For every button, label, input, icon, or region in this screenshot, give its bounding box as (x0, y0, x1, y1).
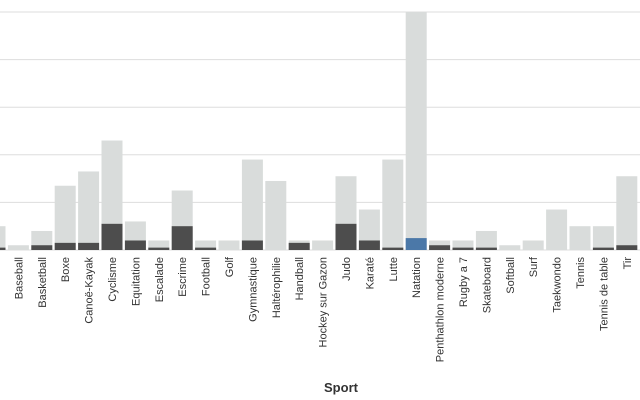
bar-subset (358, 240, 380, 250)
bar-subset (616, 245, 638, 250)
x-tick-label: Tennis (575, 257, 587, 289)
bar-total (592, 226, 614, 250)
bar-total (358, 209, 380, 250)
x-tick-label: Baseball (13, 257, 25, 299)
x-tick-label: Boxe (60, 257, 72, 282)
subset-bars (0, 223, 638, 250)
x-tick-label: Football (201, 257, 213, 296)
bar-total (499, 245, 521, 250)
bar-subset (452, 247, 474, 250)
bar-total (405, 12, 427, 250)
bar-total (195, 240, 217, 250)
bar-subset (0, 247, 6, 250)
x-tick-label: Golf (224, 256, 236, 277)
bar-subset (288, 242, 310, 250)
x-tick-label: Natation (411, 257, 423, 298)
bar-total (452, 240, 474, 250)
bar-subset (54, 242, 76, 250)
bar-total (241, 159, 263, 250)
bar-subset (382, 247, 404, 250)
x-tick-labels: Baseball Basketball Boxe Canoë-Kayak Cyclism… (13, 256, 633, 362)
bar-subset (241, 240, 263, 250)
bar-total (265, 180, 287, 250)
bar-total (522, 240, 544, 250)
x-tick-label: Karaté (364, 257, 376, 289)
x-tick-label: Haltérophilie (271, 257, 283, 318)
x-tick-label: Softball (505, 257, 517, 294)
bar-total (616, 176, 638, 250)
x-tick-label: Handball (294, 257, 306, 300)
bar-subset (31, 245, 53, 250)
bar-total (0, 226, 6, 250)
bar-subset (171, 226, 193, 250)
x-tick-label: Canoë-Kayak (84, 257, 96, 324)
bar-subset (124, 240, 146, 250)
bar-total (569, 226, 591, 250)
total-bars (0, 12, 638, 250)
x-tick-label: Penthathlon moderne (435, 257, 447, 362)
bar-subset (78, 242, 100, 250)
bar-subset (101, 223, 123, 250)
bar-total (475, 230, 497, 250)
x-tick-label: Surf (528, 256, 540, 277)
bar-total (101, 140, 123, 250)
bar-total (78, 171, 100, 250)
x-tick-label: Tir (622, 257, 634, 270)
bar-total (382, 159, 404, 250)
bar-subset (405, 238, 427, 250)
bar-subset (475, 247, 497, 250)
bar-total (7, 245, 29, 250)
bar-subset (148, 247, 170, 250)
bar-subset (195, 247, 217, 250)
x-tick-label: Escrime (177, 257, 189, 297)
bar-total (148, 240, 170, 250)
x-tick-label: Hockey sur Gazon (318, 257, 330, 347)
bar-total (429, 240, 451, 250)
x-tick-label: Skateboard (481, 257, 493, 313)
x-tick-label: Gymnastique (247, 257, 259, 322)
x-tick-label: Rugby a 7 (458, 257, 470, 307)
x-tick-label: Lutte (388, 257, 400, 281)
x-tick-label: Tennis de table (598, 257, 610, 331)
x-tick-label: Basketball (37, 257, 49, 308)
bar-total (312, 240, 334, 250)
bar-subset (429, 245, 451, 250)
x-tick-label: Taekwondo (552, 257, 564, 313)
bar-subset (335, 223, 357, 250)
x-tick-label: Escalade (154, 257, 166, 302)
bar-total (218, 240, 240, 250)
x-axis-title: Sport (324, 380, 359, 395)
x-tick-label: Judo (341, 257, 353, 281)
x-tick-label: Cyclisme (107, 257, 119, 302)
bar-total (546, 209, 568, 250)
bar-subset (592, 247, 614, 250)
bar-total (54, 185, 76, 250)
x-tick-label: Equitation (130, 257, 142, 306)
